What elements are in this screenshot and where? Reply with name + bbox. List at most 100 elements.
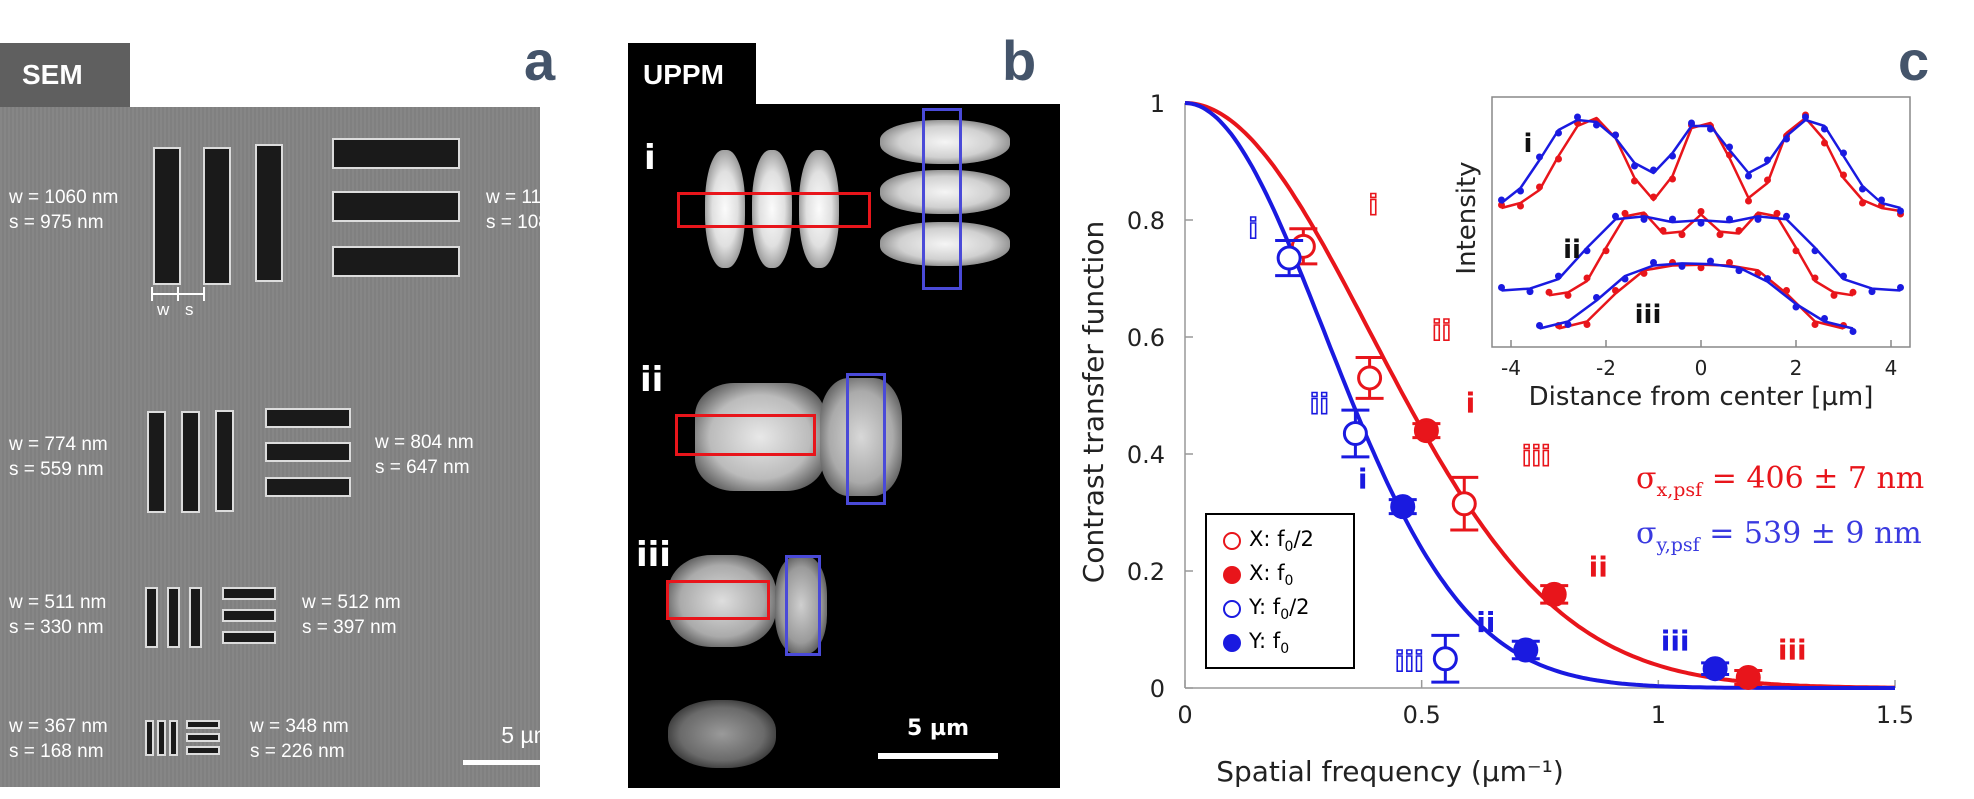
- profile-point: [1745, 197, 1752, 205]
- profile-point: [1631, 162, 1638, 170]
- sem-bar: [189, 587, 202, 648]
- profile-point: [1517, 187, 1524, 195]
- y-axis-label: Contrast transfer function: [1077, 221, 1110, 583]
- inset-x-tick-label: 0: [1695, 356, 1708, 380]
- inset-x-tick-label: -2: [1596, 356, 1616, 380]
- profile-point: [1650, 166, 1657, 174]
- y-tick-label: 0.4: [1127, 441, 1165, 469]
- group2-left-w: w = 774 nm: [9, 434, 108, 455]
- inset-profile-label: i: [1524, 129, 1533, 159]
- sem-bar: [157, 720, 166, 756]
- row-label-ii: ii: [640, 360, 664, 400]
- point-label: iii: [1522, 440, 1551, 473]
- profile-point: [1498, 201, 1505, 209]
- group3-right-w: w = 512 nm: [302, 592, 401, 613]
- inset-profile-label: ii: [1563, 235, 1581, 265]
- data-point: [1541, 581, 1567, 607]
- profile-point: [1498, 196, 1505, 204]
- sem-scale-label: 5 µm: [501, 722, 553, 748]
- profile-point: [1669, 152, 1676, 160]
- data-point: [1451, 491, 1477, 517]
- ctf-fit-curves: [1184, 101, 1895, 690]
- profile-point: [1897, 284, 1904, 291]
- profile-point: [1840, 171, 1847, 179]
- psf-blob: [820, 378, 902, 496]
- point-label: i: [1248, 212, 1258, 245]
- group1-left-w: w = 1060 nm: [9, 187, 119, 208]
- profile-point: [1859, 185, 1866, 193]
- group3-left-w: w = 511 nm: [9, 592, 107, 613]
- sem-bar: [147, 411, 166, 513]
- sem-bar: [222, 587, 276, 600]
- sem-bar: [332, 138, 460, 169]
- sem-bar: [265, 477, 351, 497]
- profile-point: [1602, 247, 1610, 255]
- profile-point: [1526, 288, 1534, 296]
- legend-label-y-full: Y: f0: [1249, 629, 1290, 658]
- sem-bar: [215, 410, 234, 512]
- point-label: iii: [1661, 625, 1690, 658]
- profile-point: [1574, 113, 1581, 121]
- data-point: [1413, 418, 1439, 444]
- data-point: [1702, 656, 1728, 682]
- profile-point: [1821, 315, 1828, 322]
- legend-label-x-half: X: f0/2: [1249, 527, 1314, 556]
- profile-point: [1612, 212, 1619, 220]
- profile-point: [1859, 199, 1866, 207]
- point-label: ii: [1432, 314, 1451, 347]
- sem-bar: [145, 587, 158, 648]
- psf-blob: [880, 170, 1010, 214]
- point-label: iii: [1395, 645, 1424, 678]
- roi-box-red: [675, 414, 816, 456]
- profile-point: [1754, 215, 1762, 223]
- profile-point: [1555, 129, 1562, 137]
- psf-blob: [880, 222, 1010, 266]
- x-tick-label: 1.5: [1876, 701, 1914, 729]
- profile-point: [1583, 274, 1591, 282]
- point-label: ii: [1589, 550, 1608, 583]
- sem-scale-bar: [463, 760, 591, 765]
- psf-blob: [705, 150, 745, 268]
- profile-point: [1669, 175, 1676, 183]
- point-label: ii: [1310, 388, 1329, 421]
- ws-marker-tick: [151, 287, 153, 301]
- inset-x-tick-label: -4: [1501, 356, 1521, 380]
- sem-bar: [222, 631, 276, 644]
- row-label-i: i: [644, 138, 656, 178]
- psf-blob: [668, 700, 776, 768]
- profile-point: [1612, 131, 1619, 139]
- profile-point: [1545, 288, 1553, 296]
- sem-bar: [222, 609, 276, 622]
- profile-point: [1802, 113, 1809, 121]
- group3-right-s: s = 397 nm: [302, 617, 397, 638]
- profile-point: [1811, 247, 1819, 255]
- data-point: [1390, 494, 1416, 520]
- psf-blob: [695, 383, 825, 491]
- profile-point: [1517, 202, 1524, 210]
- profile-point: [1650, 259, 1657, 266]
- profile-point: [1564, 321, 1572, 328]
- profile-point: [1735, 227, 1743, 234]
- sem-bar: [332, 246, 460, 277]
- group2-left-s: s = 559 nm: [9, 459, 104, 480]
- profile-point: [1678, 262, 1686, 270]
- group1-right-s: s = 1080 nm: [486, 212, 592, 233]
- group1-right-w: w = 1160 nm: [486, 187, 594, 208]
- legend-marker-x-half: [1223, 532, 1241, 550]
- profile-point: [1631, 177, 1638, 185]
- uppm-tag: UPPM: [628, 43, 756, 107]
- sem-bar: [169, 720, 178, 756]
- profile-point: [1840, 272, 1847, 280]
- chart-legend: X: f0/2 X: f0 Y: f0/2 Y: f0: [1205, 513, 1355, 669]
- profile-point: [1707, 257, 1714, 265]
- roi-box-blue: [785, 555, 821, 656]
- profile-point: [1498, 284, 1505, 291]
- profile-point: [1821, 139, 1828, 147]
- panel-letter-a: a: [524, 29, 556, 92]
- legend-marker-y-half: [1223, 600, 1241, 618]
- profile-point: [1792, 247, 1800, 255]
- profile-point: [1849, 328, 1857, 335]
- legend-label-x-full: X: f0: [1249, 561, 1294, 590]
- sigma-x-annotation: σx,psf = 406 ± 7 nm: [1636, 461, 1924, 501]
- y-tick-label: 0.8: [1127, 207, 1165, 235]
